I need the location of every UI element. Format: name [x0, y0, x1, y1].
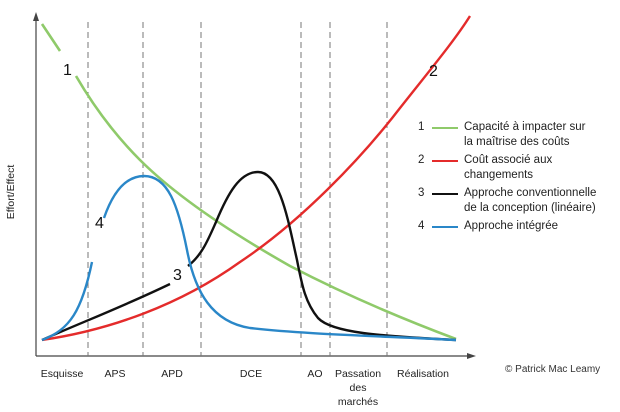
curve-number-2: 2: [429, 63, 438, 80]
phase-label-passation-2: des: [350, 382, 367, 394]
phase-label-realisation: Réalisation: [397, 368, 449, 380]
phase-label-ao: AO: [307, 368, 322, 380]
legend-number: 2: [418, 154, 425, 166]
phase-label-apd: APD: [161, 368, 183, 380]
legend-label-line: la maîtrise des coûts: [464, 136, 570, 148]
curve-2-red: [41, 15, 472, 342]
copyright-notice: © Patrick Mac Leamy: [505, 364, 601, 375]
curve-4-blue: [41, 174, 457, 342]
x-axis-arrow: [467, 353, 476, 359]
phase-dividers: [87, 22, 388, 356]
legend-label-line: Coût associé aux: [464, 154, 553, 166]
legend-label-line: Capacité à impacter sur: [464, 121, 586, 133]
legend-item-4: 4 Approche intégrée: [418, 219, 618, 234]
y-axis-label: Effort/Effect: [5, 165, 17, 220]
curve-1-green: [40, 23, 457, 341]
legend-label-line: de la conception (linéaire): [464, 202, 596, 214]
curve-number-1: 1: [63, 62, 72, 79]
legend: 1 Capacité à impacter sur la maîtrise de…: [418, 120, 618, 237]
legend-label-line: changements: [464, 169, 534, 181]
curve-number-4: 4: [95, 215, 104, 232]
legend-swatch-green: [432, 127, 458, 129]
legend-item-3: 3 Approche conventionnelle de la concept…: [418, 186, 618, 216]
y-axis-arrow: [33, 12, 39, 21]
legend-item-1: 1 Capacité à impacter sur la maîtrise de…: [418, 120, 618, 150]
legend-swatch-black: [432, 193, 458, 195]
legend-label-line: Approche intégrée: [464, 220, 558, 232]
legend-swatch-blue: [432, 226, 458, 228]
legend-number: 1: [418, 121, 425, 133]
phase-label-esquisse: Esquisse: [41, 368, 84, 380]
phase-labels: Esquisse APS APD DCE AO Passation des ma…: [41, 368, 449, 408]
curve-number-3: 3: [173, 267, 182, 284]
phase-label-passation-1: Passation: [335, 368, 381, 380]
legend-number: 4: [418, 220, 425, 232]
phase-label-aps: APS: [104, 368, 125, 380]
phase-label-dce: DCE: [240, 368, 262, 380]
legend-number: 3: [418, 187, 425, 199]
legend-swatch-red: [432, 160, 458, 162]
legend-item-2: 2 Coût associé aux changements: [418, 153, 618, 183]
phase-label-passation-3: marchés: [338, 396, 378, 408]
legend-label-line: Approche conventionnelle: [464, 187, 597, 199]
